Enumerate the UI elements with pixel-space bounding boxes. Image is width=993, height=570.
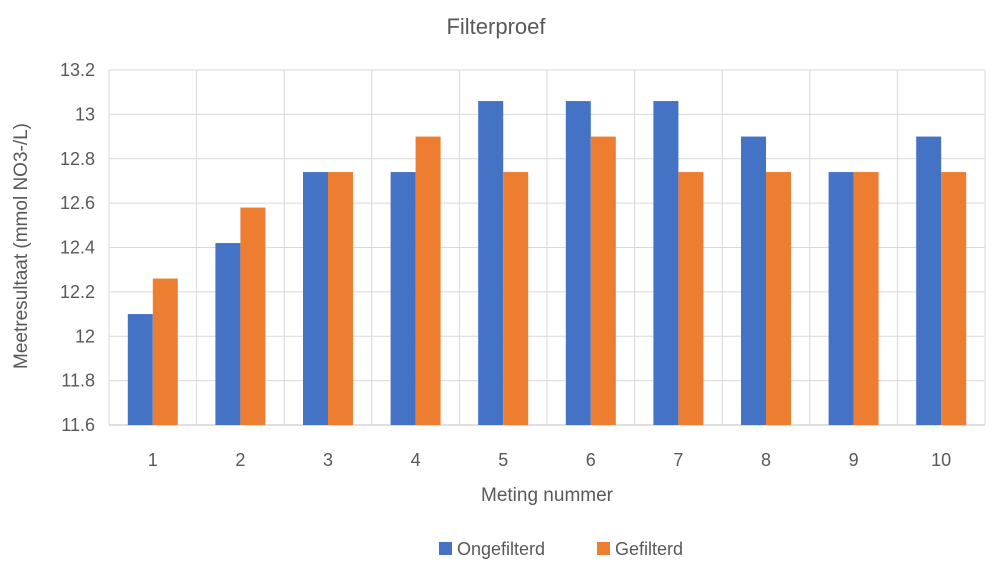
x-tick-label: 4	[411, 450, 421, 470]
bar-ongefilterd-8	[741, 136, 766, 425]
bar-gefilterd-3	[328, 172, 353, 425]
bar-gefilterd-1	[152, 278, 178, 425]
y-tick-label: 12.4	[60, 238, 95, 258]
bar-ongefilterd-3	[303, 172, 328, 425]
bar-gefilterd-9	[853, 172, 879, 425]
bar-ongefilterd-6	[565, 101, 591, 425]
legend-swatch-ongefilterd	[439, 542, 452, 555]
bar-ongefilterd-4	[390, 172, 416, 425]
x-tick-label: 9	[849, 450, 859, 470]
y-tick-label: 13.2	[60, 60, 95, 80]
y-axis-ticks: 11.6 11.8 12 12.2 12.4 12.6 12.8 13 13.2	[60, 60, 95, 435]
x-tick-label: 8	[761, 450, 771, 470]
x-tick-label: 7	[673, 450, 683, 470]
x-tick-label: 5	[498, 450, 508, 470]
legend-label-gefilterd: Gefilterd	[615, 539, 683, 559]
bar-gefilterd-4	[415, 136, 441, 425]
x-tick-label: 10	[931, 450, 951, 470]
bar-gefilterd-7	[678, 172, 704, 425]
y-tick-label: 13	[75, 104, 95, 124]
bar-gefilterd-6	[590, 136, 616, 425]
y-tick-label: 12.8	[60, 149, 95, 169]
bar-ongefilterd-9	[828, 172, 854, 425]
x-axis-ticks: 1 2 3 4 5 6 7 8 9 10	[148, 450, 951, 470]
bar-ongefilterd-5	[478, 101, 504, 425]
chart-title: Filterproef	[446, 14, 546, 39]
x-axis-title: Meting nummer	[481, 485, 614, 506]
y-tick-label: 11.6	[61, 415, 95, 435]
bar-ongefilterd-2	[215, 243, 241, 425]
bar-ongefilterd-1	[127, 314, 153, 425]
bar-ongefilterd-10	[916, 136, 942, 425]
y-tick-label: 12	[75, 326, 95, 346]
x-tick-label: 6	[586, 450, 596, 470]
x-tick-label: 1	[148, 450, 158, 470]
bar-ongefilterd-7	[653, 101, 679, 425]
bar-gefilterd-5	[503, 172, 529, 425]
x-tick-label: 2	[235, 450, 245, 470]
y-axis-title: Meetresultaat (mmol NO3-/L)	[11, 123, 32, 369]
legend-label-ongefilterd: Ongefilterd	[457, 539, 545, 559]
y-tick-label: 11.8	[61, 371, 95, 391]
legend: Ongefilterd Gefilterd	[439, 539, 683, 559]
bars	[127, 101, 967, 425]
bar-gefilterd-10	[941, 172, 967, 425]
grid	[108, 69, 986, 426]
y-tick-label: 12.2	[60, 282, 95, 302]
y-tick-label: 12.6	[60, 193, 95, 213]
bar-gefilterd-2	[240, 207, 266, 425]
x-tick-label: 3	[323, 450, 333, 470]
legend-swatch-gefilterd	[597, 542, 610, 555]
bar-gefilterd-8	[766, 172, 791, 425]
